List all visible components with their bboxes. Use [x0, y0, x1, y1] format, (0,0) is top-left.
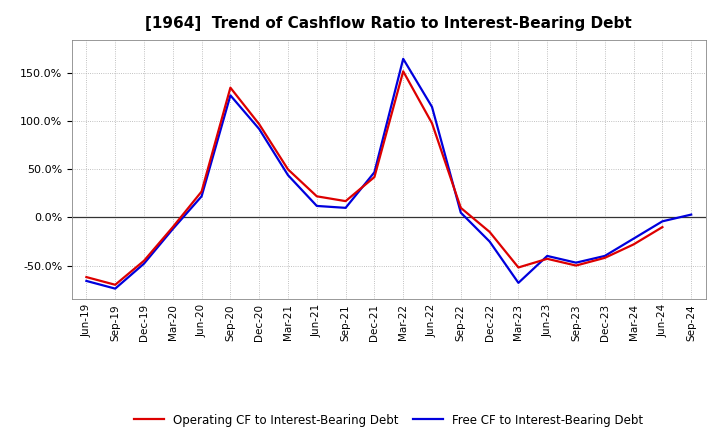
Operating CF to Interest-Bearing Debt: [485, 229, 494, 235]
Operating CF to Interest-Bearing Debt: [226, 85, 235, 90]
Free CF to Interest-Bearing Debt: [428, 104, 436, 110]
Free CF to Interest-Bearing Debt: [687, 212, 696, 217]
Operating CF to Interest-Bearing Debt: [255, 121, 264, 127]
Free CF to Interest-Bearing Debt: [572, 260, 580, 265]
Free CF to Interest-Bearing Debt: [82, 278, 91, 283]
Operating CF to Interest-Bearing Debt: [168, 224, 177, 230]
Free CF to Interest-Bearing Debt: [629, 236, 638, 241]
Free CF to Interest-Bearing Debt: [485, 239, 494, 244]
Operating CF to Interest-Bearing Debt: [341, 198, 350, 204]
Free CF to Interest-Bearing Debt: [543, 253, 552, 259]
Operating CF to Interest-Bearing Debt: [514, 265, 523, 270]
Line: Free CF to Interest-Bearing Debt: Free CF to Interest-Bearing Debt: [86, 59, 691, 289]
Free CF to Interest-Bearing Debt: [341, 205, 350, 210]
Title: [1964]  Trend of Cashflow Ratio to Interest-Bearing Debt: [1964] Trend of Cashflow Ratio to Intere…: [145, 16, 632, 32]
Operating CF to Interest-Bearing Debt: [284, 167, 292, 172]
Operating CF to Interest-Bearing Debt: [312, 194, 321, 199]
Free CF to Interest-Bearing Debt: [514, 280, 523, 286]
Free CF to Interest-Bearing Debt: [284, 172, 292, 178]
Operating CF to Interest-Bearing Debt: [140, 258, 148, 264]
Operating CF to Interest-Bearing Debt: [658, 224, 667, 230]
Free CF to Interest-Bearing Debt: [226, 93, 235, 98]
Free CF to Interest-Bearing Debt: [197, 194, 206, 199]
Operating CF to Interest-Bearing Debt: [197, 189, 206, 194]
Operating CF to Interest-Bearing Debt: [399, 69, 408, 74]
Free CF to Interest-Bearing Debt: [111, 286, 120, 291]
Free CF to Interest-Bearing Debt: [312, 203, 321, 209]
Operating CF to Interest-Bearing Debt: [111, 282, 120, 287]
Operating CF to Interest-Bearing Debt: [428, 121, 436, 126]
Free CF to Interest-Bearing Debt: [370, 170, 379, 175]
Operating CF to Interest-Bearing Debt: [629, 242, 638, 247]
Operating CF to Interest-Bearing Debt: [543, 256, 552, 261]
Free CF to Interest-Bearing Debt: [658, 219, 667, 224]
Operating CF to Interest-Bearing Debt: [456, 205, 465, 210]
Free CF to Interest-Bearing Debt: [600, 253, 609, 259]
Operating CF to Interest-Bearing Debt: [572, 263, 580, 268]
Operating CF to Interest-Bearing Debt: [82, 275, 91, 280]
Legend: Operating CF to Interest-Bearing Debt, Free CF to Interest-Bearing Debt: Operating CF to Interest-Bearing Debt, F…: [135, 414, 643, 427]
Free CF to Interest-Bearing Debt: [168, 226, 177, 231]
Operating CF to Interest-Bearing Debt: [370, 174, 379, 180]
Free CF to Interest-Bearing Debt: [140, 261, 148, 266]
Free CF to Interest-Bearing Debt: [255, 126, 264, 132]
Line: Operating CF to Interest-Bearing Debt: Operating CF to Interest-Bearing Debt: [86, 71, 662, 285]
Free CF to Interest-Bearing Debt: [456, 210, 465, 215]
Operating CF to Interest-Bearing Debt: [600, 255, 609, 260]
Free CF to Interest-Bearing Debt: [399, 56, 408, 62]
